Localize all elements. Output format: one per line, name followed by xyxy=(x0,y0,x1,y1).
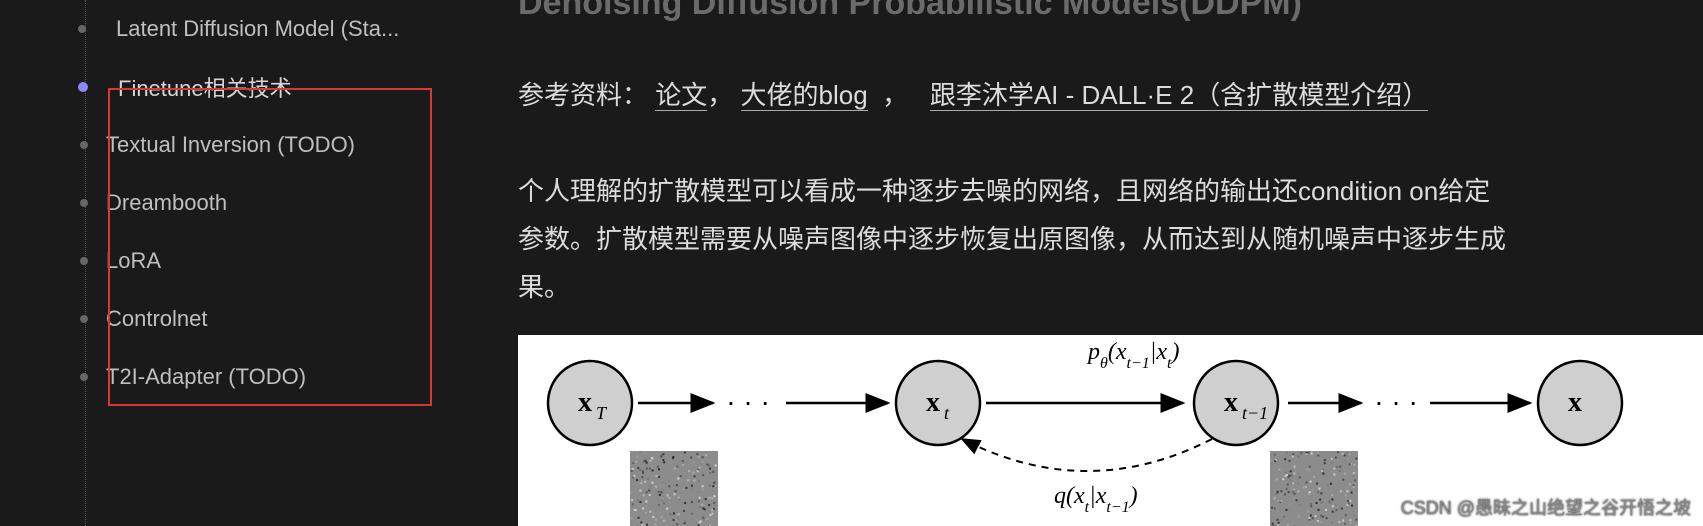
bullet-icon xyxy=(80,141,88,149)
body-line: 果。 xyxy=(518,272,570,302)
toc-label: LoRA xyxy=(106,248,161,274)
ref-sep: ， xyxy=(707,80,733,110)
body-line: 参数。扩散模型需要从噪声图像中逐步恢复出原图像，从而达到从随机噪声中逐步生成 xyxy=(518,224,1506,254)
state-node-label: x xyxy=(1224,387,1238,418)
ref-link-limu[interactable]: 跟李沐学AI - DALL·E 2（含扩散模型介绍） xyxy=(930,80,1428,111)
section-heading: Denoising Diffusion Probabilistic Models… xyxy=(518,0,1703,23)
forward-prob-label: pθ(xt−1|xt) xyxy=(1086,339,1179,372)
bullet-icon xyxy=(80,257,88,265)
toc-label: Dreambooth xyxy=(106,190,227,216)
state-node-label: x xyxy=(578,387,592,418)
backward-prob-label: q(xt|xt−1) xyxy=(1054,483,1138,516)
toc-item-latent-diffusion[interactable]: Latent Diffusion Model (Sta... xyxy=(0,0,440,58)
state-node-subscript: t−1 xyxy=(1242,403,1268,423)
toc-item-finetune[interactable]: Finetune相关技术 xyxy=(0,58,440,116)
bullet-icon xyxy=(80,315,88,323)
bullet-icon xyxy=(80,373,88,381)
ref-link-paper[interactable]: 论文 xyxy=(655,80,707,111)
ellipsis-icon: · · · xyxy=(726,386,770,417)
reference-line: 参考资料： 论文， 大佬的blog ， 跟李沐学AI - DALL·E 2（含扩… xyxy=(518,71,1703,119)
noise-patch-icon xyxy=(1270,451,1358,526)
toc-item-textual-inversion[interactable]: Textual Inversion (TODO) xyxy=(0,116,440,174)
body-paragraph: 个人理解的扩散模型可以看成一种逐步去噪的网络，且网络的输出还condition … xyxy=(518,167,1703,311)
toc-item-controlnet[interactable]: Controlnet xyxy=(0,290,440,348)
toc-label: T2I-Adapter (TODO) xyxy=(106,364,306,390)
ref-link-blog[interactable]: 大佬的blog xyxy=(741,80,868,111)
bullet-icon xyxy=(78,25,86,33)
toc-item-t2i-adapter[interactable]: T2I-Adapter (TODO) xyxy=(0,348,440,406)
body-line: 个人理解的扩散模型可以看成一种逐步去噪的网络，且网络的输出还condition … xyxy=(518,176,1490,206)
ellipsis-icon: · · · xyxy=(1374,386,1418,417)
bullet-icon xyxy=(80,199,88,207)
noise-patch-icon xyxy=(630,451,718,526)
sidebar: Latent Diffusion Model (Sta... Finetune相… xyxy=(0,0,440,526)
article-content: Denoising Diffusion Probabilistic Models… xyxy=(440,0,1703,526)
state-node-label: x xyxy=(926,387,940,418)
bullet-icon xyxy=(78,82,88,92)
watermark-text: CSDN @愚昧之山绝望之谷开悟之坡 xyxy=(1401,494,1691,520)
toc-label: Controlnet xyxy=(106,306,208,332)
toc-label: Latent Diffusion Model (Sta... xyxy=(116,16,399,42)
ref-prefix: 参考资料： xyxy=(518,80,648,110)
toc-item-dreambooth[interactable]: Dreambooth xyxy=(0,174,440,232)
state-node-label: x xyxy=(1568,387,1582,418)
toc-item-lora[interactable]: LoRA xyxy=(0,232,440,290)
toc-label: Textual Inversion (TODO) xyxy=(106,132,355,158)
toc-label: Finetune相关技术 xyxy=(118,71,292,103)
